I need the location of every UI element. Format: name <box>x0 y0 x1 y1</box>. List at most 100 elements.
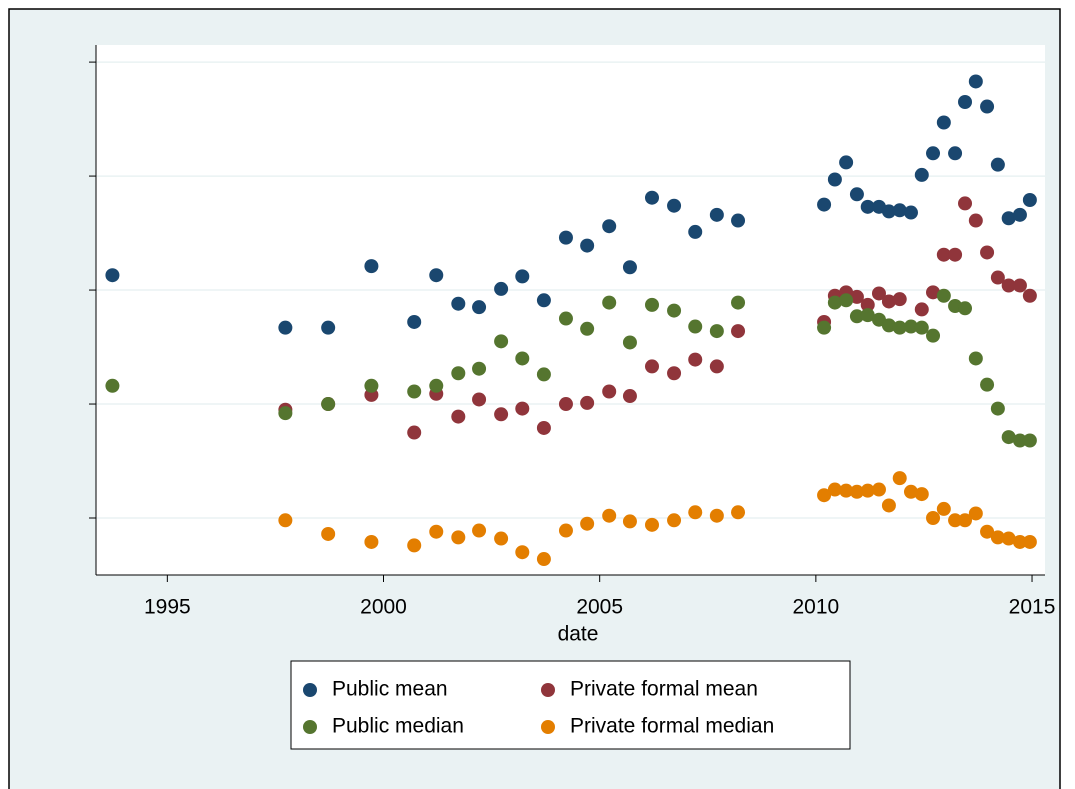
point <box>892 320 907 335</box>
point <box>558 397 573 412</box>
point <box>948 146 963 161</box>
point <box>667 366 682 381</box>
point <box>602 508 617 523</box>
point <box>321 320 336 335</box>
point <box>1022 534 1037 549</box>
point <box>536 552 551 567</box>
point <box>622 389 637 404</box>
point <box>914 167 929 182</box>
point <box>105 268 120 283</box>
point <box>731 213 746 228</box>
point <box>1001 211 1016 226</box>
point <box>1022 193 1037 208</box>
point <box>1022 288 1037 303</box>
point <box>849 187 864 202</box>
point <box>278 320 293 335</box>
point <box>827 172 842 187</box>
x-tick-label: 1995 <box>144 596 191 619</box>
point <box>580 238 595 253</box>
point <box>364 378 379 393</box>
point <box>926 511 941 526</box>
point <box>407 425 422 440</box>
point <box>958 513 973 528</box>
point <box>602 384 617 399</box>
legend-marker <box>541 720 555 734</box>
point <box>1012 534 1027 549</box>
legend-label: Private formal median <box>570 715 774 738</box>
point <box>558 523 573 538</box>
point <box>472 300 487 315</box>
point <box>622 335 637 350</box>
point <box>849 484 864 499</box>
point <box>936 501 951 516</box>
point <box>364 259 379 274</box>
point <box>709 207 724 222</box>
point <box>839 293 854 308</box>
point <box>688 224 703 239</box>
point <box>990 530 1005 545</box>
point <box>881 204 896 219</box>
point <box>958 94 973 109</box>
point <box>494 281 509 296</box>
point <box>817 488 832 503</box>
point <box>892 292 907 307</box>
point <box>926 328 941 343</box>
point <box>958 196 973 211</box>
x-tick-label: 2015 <box>1009 596 1056 619</box>
point <box>881 318 896 333</box>
point <box>536 420 551 435</box>
point <box>494 531 509 546</box>
point <box>644 359 659 374</box>
point <box>278 513 293 528</box>
point <box>515 269 530 284</box>
point <box>451 409 466 424</box>
point <box>849 289 864 304</box>
point <box>515 351 530 366</box>
point <box>871 482 886 497</box>
point <box>926 146 941 161</box>
point <box>1012 207 1027 222</box>
point <box>472 361 487 376</box>
point <box>980 524 995 539</box>
point <box>688 505 703 520</box>
point <box>948 247 963 262</box>
point <box>881 498 896 513</box>
legend-label: Public median <box>332 715 464 738</box>
point <box>881 294 896 309</box>
point <box>451 296 466 311</box>
x-tick-label: 2000 <box>360 596 407 619</box>
legend-marker <box>303 683 317 697</box>
point <box>936 247 951 262</box>
plot-region <box>96 45 1045 575</box>
point <box>407 314 422 329</box>
point <box>990 157 1005 172</box>
point <box>980 245 995 260</box>
point <box>515 545 530 560</box>
point <box>429 524 444 539</box>
point <box>105 378 120 393</box>
point <box>580 321 595 336</box>
point <box>321 526 336 541</box>
point <box>860 483 875 498</box>
point <box>536 367 551 382</box>
point <box>827 295 842 310</box>
point <box>688 352 703 367</box>
point <box>1012 278 1027 293</box>
legend-entries: Public mean Private formal mean Public med… <box>303 678 774 738</box>
point <box>731 295 746 310</box>
point <box>429 378 444 393</box>
point <box>321 397 336 412</box>
point <box>849 309 864 324</box>
point <box>903 484 918 499</box>
point <box>451 366 466 381</box>
legend-marker <box>303 720 317 734</box>
point <box>429 268 444 283</box>
point <box>958 301 973 316</box>
point <box>1022 433 1037 448</box>
point <box>622 514 637 529</box>
point <box>860 199 875 214</box>
point <box>602 295 617 310</box>
point <box>1012 433 1027 448</box>
x-tick-label: 2005 <box>576 596 623 619</box>
